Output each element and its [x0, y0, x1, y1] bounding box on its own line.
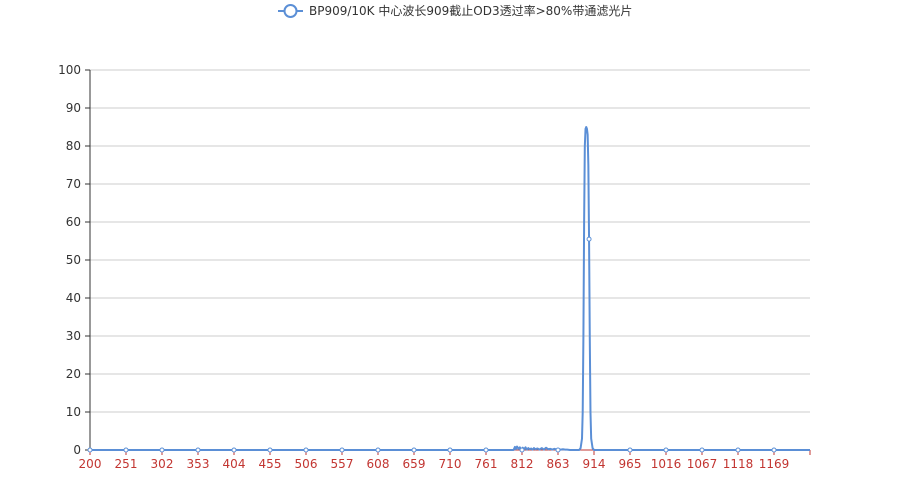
y-tick-label: 20 [66, 367, 81, 381]
x-tick-label: 506 [295, 457, 318, 471]
data-point [267, 447, 273, 453]
data-point [303, 447, 309, 453]
data-point [627, 447, 633, 453]
data-point [339, 447, 345, 453]
y-tick-label: 0 [73, 443, 81, 457]
x-tick-label: 557 [331, 457, 354, 471]
x-tick-label: 251 [115, 457, 138, 471]
x-tick-label: 608 [367, 457, 390, 471]
y-tick-label: 10 [66, 405, 81, 419]
y-tick-label: 90 [66, 101, 81, 115]
x-tick-label: 200 [79, 457, 102, 471]
data-point [735, 447, 741, 453]
x-tick-label: 302 [151, 457, 174, 471]
x-tick-label: 1067 [687, 457, 718, 471]
x-tick-label: 812 [511, 457, 534, 471]
data-point [231, 447, 237, 453]
y-tick-label: 60 [66, 215, 81, 229]
x-tick-label: 1118 [723, 457, 754, 471]
data-point [519, 447, 525, 453]
legend-label: BP909/10K 中心波长909截止OD3透过率>80%带通滤光片 [309, 3, 632, 18]
data-point [447, 447, 453, 453]
data-point [771, 447, 777, 453]
data-point [586, 236, 592, 242]
x-axis: 200 251 302 353 404 455 506 557 608 659 710 761 812 8… [79, 449, 811, 471]
data-point [87, 447, 93, 453]
data-point [483, 447, 489, 453]
x-tick-label: 1169 [759, 457, 790, 471]
data-point [375, 447, 381, 453]
x-tick-label: 455 [259, 457, 282, 471]
data-point [159, 447, 165, 453]
y-axis: 0 10 20 30 40 50 60 70 80 90 100 [58, 63, 91, 457]
y-tick-label: 80 [66, 139, 81, 153]
data-point [555, 447, 561, 453]
legend: BP909/10K 中心波长909截止OD3透过率>80%带通滤光片 [278, 3, 632, 18]
x-tick-label: 863 [547, 457, 570, 471]
grid-lines [90, 69, 810, 413]
x-tick-label: 404 [223, 457, 246, 471]
x-tick-label: 353 [187, 457, 210, 471]
series-transmission [87, 126, 810, 453]
y-tick-label: 30 [66, 329, 81, 343]
data-point [123, 447, 129, 453]
y-tick-label: 40 [66, 291, 81, 305]
y-tick-label: 70 [66, 177, 81, 191]
x-tick-label: 710 [439, 457, 462, 471]
x-tick-label: 965 [619, 457, 642, 471]
y-tick-label: 100 [58, 63, 81, 77]
data-point [195, 447, 201, 453]
legend-marker [283, 4, 298, 18]
x-tick-label: 659 [403, 457, 426, 471]
data-point [411, 447, 417, 453]
data-point [663, 447, 669, 453]
y-tick-label: 50 [66, 253, 81, 267]
x-tick-label: 1016 [651, 457, 682, 471]
x-tick-label: 914 [583, 457, 606, 471]
data-point [699, 447, 705, 453]
x-tick-label: 761 [475, 457, 498, 471]
series-line [90, 126, 810, 451]
